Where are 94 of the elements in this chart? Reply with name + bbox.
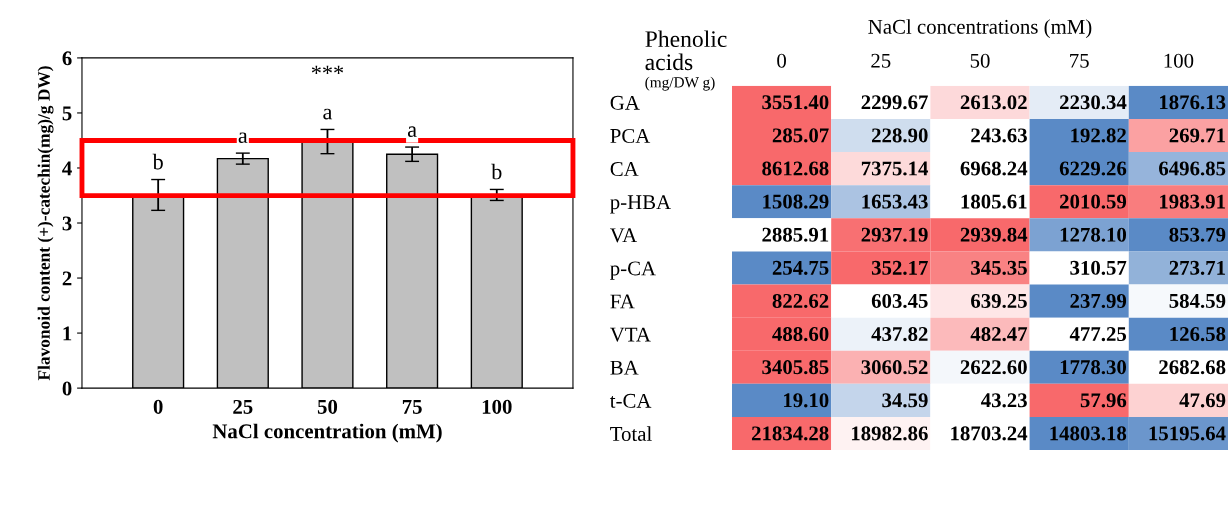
data-label: 2299.67 — [861, 95, 928, 110]
data-label: 2622.60 — [960, 360, 1027, 375]
data-label: 57.96 — [1080, 393, 1127, 408]
y-tick-label: VTA — [610, 327, 651, 342]
data-label: 18982.86 — [851, 426, 928, 441]
data-label: 2885.91 — [762, 227, 829, 242]
data-label: 269.71 — [1169, 128, 1225, 143]
data-label: 488.60 — [772, 327, 829, 342]
data-label: 1508.29 — [763, 194, 829, 209]
annotation: a — [323, 108, 333, 120]
data-label: 1983.91 — [1159, 194, 1225, 209]
data-label: 1778.30 — [1060, 360, 1127, 375]
annotation: a — [238, 132, 248, 144]
data-label: 6496.85 — [1159, 161, 1226, 176]
data-label: 237.99 — [1070, 293, 1127, 309]
data-label: 3060.52 — [861, 360, 928, 375]
text: (mg/DW g) — [645, 76, 715, 91]
data-label: 3551.40 — [762, 95, 829, 110]
y-tick-label: 3 — [62, 216, 72, 231]
data-label: 639.25 — [971, 293, 1027, 309]
data-label: 14803.18 — [1050, 426, 1127, 441]
data-label: 7375.14 — [861, 161, 929, 176]
data-label: 21834.28 — [751, 426, 829, 441]
data-label: 47.69 — [1179, 393, 1226, 408]
y-tick-label: GA — [610, 95, 640, 110]
y-tick-label: Total — [610, 426, 652, 441]
x-tick-label: 100 — [482, 399, 512, 414]
x-tick-label: 50 — [317, 399, 338, 414]
data-label: 1876.13 — [1159, 95, 1226, 110]
y-tick-label: FA — [610, 294, 635, 309]
data-label: 1805.61 — [961, 194, 1027, 209]
data-label: 285.07 — [772, 128, 829, 143]
data-label: 2613.02 — [960, 95, 1027, 110]
data-label: 822.62 — [772, 293, 829, 309]
y-tick-label: 5 — [62, 106, 72, 121]
x-tick-label: 75 — [402, 400, 422, 414]
y-tick-label: 2 — [62, 271, 72, 286]
annotation: b — [152, 153, 163, 170]
data-label: 6229.26 — [1059, 161, 1127, 176]
data-label: 482.47 — [970, 327, 1028, 342]
data-label: 43.23 — [981, 393, 1027, 408]
x-tick-label: 0 — [777, 53, 787, 68]
x-tick-label: 25 — [233, 399, 253, 414]
y-tick-label: 6 — [62, 51, 72, 66]
data-label: 2010.59 — [1060, 194, 1127, 209]
x-tick-label: 75 — [1070, 53, 1089, 68]
x-tick-label: 25 — [871, 53, 891, 68]
x-tick-label: 50 — [970, 53, 990, 68]
y-axis-title: Flavonoid content (+)-catechin(mg)/g DW) — [37, 66, 54, 381]
data-label: 853.79 — [1169, 227, 1226, 242]
x-axis-title: NaCl concentrations (mM) — [868, 19, 1092, 39]
y-tick-label: 4 — [62, 161, 72, 176]
y-tick-label: 1 — [63, 326, 72, 341]
y-tick-label: CA — [610, 162, 639, 177]
data-label: 243.63 — [971, 128, 1027, 143]
x-tick-label: 0 — [153, 399, 163, 414]
annotation: a — [407, 126, 417, 137]
y-tick-label: BA — [610, 360, 639, 375]
data-label: 2939.84 — [960, 227, 1028, 242]
data-label: 1653.43 — [862, 194, 928, 209]
x-axis-title: NaCl concentration (mM) — [212, 423, 442, 443]
data-label: 352.17 — [871, 260, 928, 275]
y-tick-label: PCA — [610, 128, 651, 143]
data-label: 18703.24 — [951, 426, 1028, 441]
data-label: 15195.64 — [1149, 426, 1226, 441]
y-tick-label: p-HBA — [610, 195, 671, 214]
data-label: 192.82 — [1071, 128, 1126, 143]
data-label: 345.35 — [971, 260, 1027, 275]
data-label: 2937.19 — [861, 227, 928, 242]
data-label: 310.57 — [1070, 260, 1127, 275]
data-label: 2230.34 — [1060, 95, 1127, 110]
y-tick-label: t-CA — [609, 393, 652, 408]
data-label: 603.45 — [871, 293, 928, 309]
data-label: 34.59 — [882, 393, 928, 408]
data-label: 477.25 — [1069, 327, 1127, 342]
data-label: 126.58 — [1170, 327, 1226, 342]
data-label: 273.71 — [1169, 260, 1225, 275]
y-tick-label: VA — [610, 228, 638, 243]
annotation: *** — [311, 65, 344, 74]
data-label: 254.75 — [772, 260, 829, 275]
x-tick-label: 100 — [1164, 53, 1194, 68]
data-label: 6968.24 — [960, 161, 1028, 176]
data-label: 437.82 — [871, 327, 928, 342]
data-label: 3405.85 — [762, 360, 829, 375]
y-tick-label: 0 — [62, 381, 72, 396]
y-tick-label: p-CA — [610, 261, 656, 280]
data-label: 19.10 — [784, 393, 829, 408]
data-label: 584.59 — [1169, 293, 1226, 309]
data-label: 228.90 — [872, 128, 928, 143]
y-axis-title: Phenolic acids — [645, 30, 727, 71]
data-label: 1278.10 — [1060, 227, 1127, 242]
data-label: 2682.68 — [1159, 360, 1226, 375]
annotation: b — [491, 163, 502, 180]
data-label: 8612.68 — [762, 161, 829, 176]
